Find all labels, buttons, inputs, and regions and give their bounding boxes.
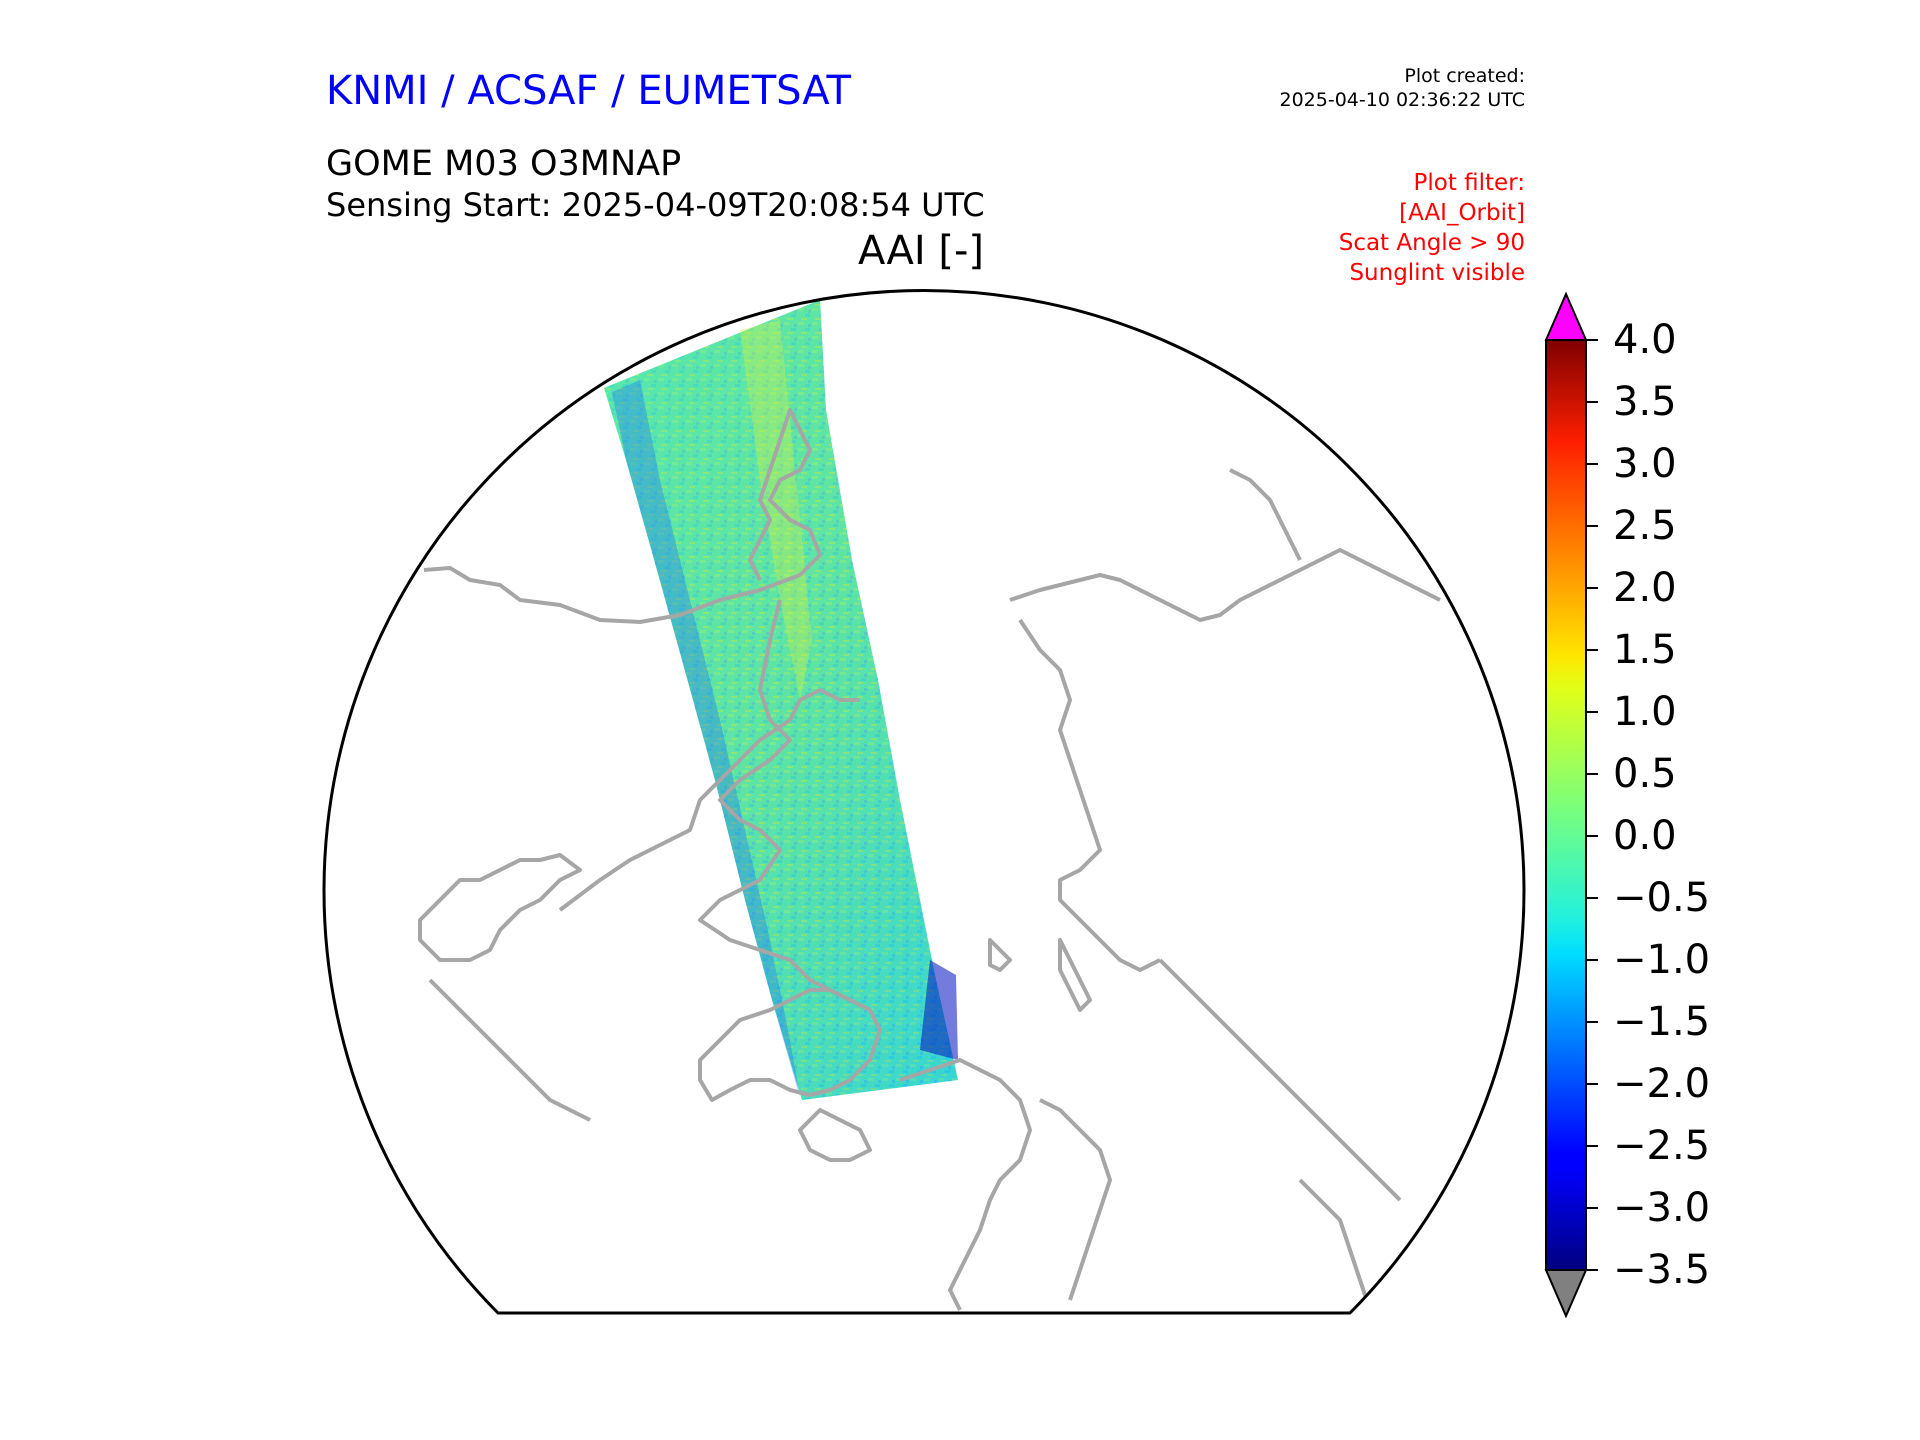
filter-line-3: Scat Angle > 90 [1338,230,1525,256]
plot-created-label: Plot created: [1404,65,1525,87]
colorbar-over-arrow [1544,291,1588,341]
coast-canada-east [558,688,860,912]
colorbar-tick-label: −3.0 [1613,1185,1711,1231]
colorbar-tick-label: 0.0 [1613,813,1677,859]
filter-line-1: Plot filter: [1413,170,1525,196]
colorbar-tick-label: 3.0 [1613,441,1677,487]
colorbar-tick-label: 1.0 [1613,689,1677,735]
plot-created-time: 2025-04-10 02:36:22 UTC [1279,89,1526,111]
coast-russia-west [1158,958,1402,1202]
sensing-start: Sensing Start: 2025-04-09T20:08:54 UTC [326,186,985,224]
coast-iceland [798,1108,872,1162]
coast-siberia [1018,618,1161,972]
coast-alaska [428,978,591,1122]
coast-scandinavia [1039,1098,1112,1301]
colorbar-tick-label: −2.0 [1613,1061,1711,1107]
colorbar-tick-label: 2.0 [1613,565,1677,611]
product-title: GOME M03 O3MNAP [326,144,682,184]
coast-europe [899,1058,1032,1311]
colorbar-tick-label: 0.5 [1613,751,1677,797]
colorbar-tick-label: 3.5 [1613,379,1677,425]
map-boundary [322,289,1526,1315]
coast-asia [1009,548,1441,622]
colorbar-tick-label: −1.5 [1613,999,1711,1045]
colorbar-gradient [1545,339,1587,1271]
plot-filter: Plot filter: [AAI_Orbit] Scat Angle > 90… [1339,168,1525,288]
colorbar-tick-label: −0.5 [1613,875,1711,921]
plot-created: Plot created: 2025-04-10 02:36:22 UTC [1280,64,1526,112]
colorbar-tick-label: −1.0 [1613,937,1711,983]
colorbar-tick-label: 4.0 [1613,317,1677,363]
coast-china [1298,1178,1372,1311]
organisation-title: KNMI / ACSAF / EUMETSAT [326,68,851,114]
coast-north-america [423,408,822,624]
colorbar-tick-label: 2.5 [1613,503,1677,549]
variable-title: AAI [-] [858,228,984,274]
coast-north-america-2 [698,599,871,1012]
colorbar-under-arrow [1544,1269,1588,1319]
filter-line-2: [AAI_Orbit] [1399,200,1525,226]
coast-greenland [698,988,882,1102]
filter-line-4: Sunglint visible [1349,260,1525,286]
coast-novaya-zemlya [1058,938,1092,1012]
colorbar-tick-label: −2.5 [1613,1123,1711,1169]
colorbar-tick-label: 1.5 [1613,627,1677,673]
coast-kamchatka [1229,468,1302,561]
colorbar-tick-label: −3.5 [1613,1247,1711,1293]
satellite-swath [604,300,958,1100]
coastlines [418,408,1441,1311]
coast-svalbard [988,938,1012,972]
coast-hudson [418,853,582,962]
